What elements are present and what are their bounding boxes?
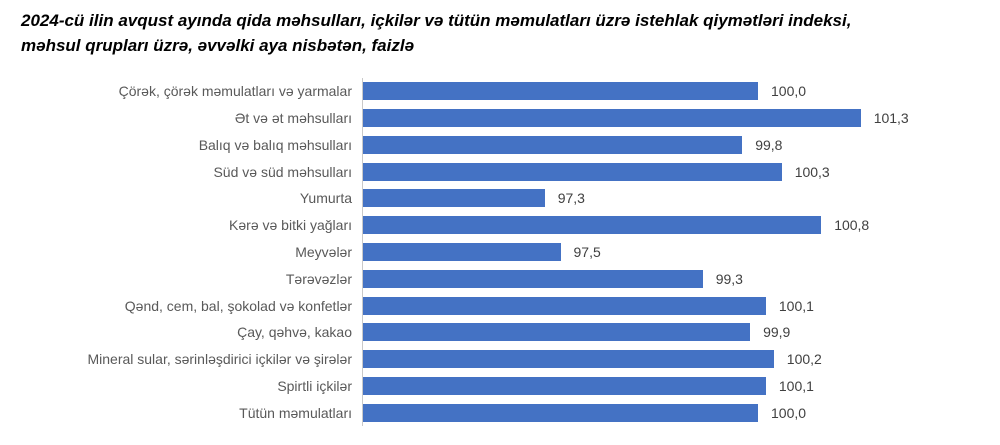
- category-label: Çörək, çörək məmulatları və yarmalar: [118, 83, 352, 100]
- bar: [363, 242, 561, 261]
- value-label: 99,9: [763, 324, 791, 341]
- chart-row: Qənd, cem, bal, şokolad və konfetlər 100…: [0, 292, 995, 319]
- category-label: Tütün məmulatları: [239, 404, 352, 421]
- plot-area: 100,0: [362, 399, 995, 426]
- plot-area: 100,2: [362, 345, 995, 373]
- chart-row: Yumurta 97,3: [0, 185, 995, 212]
- value-label: 100,1: [778, 377, 814, 394]
- category-label: Spirtli içkilər: [277, 377, 352, 394]
- value-label: 100,0: [771, 83, 807, 100]
- bar: [363, 269, 703, 288]
- category-label: Yumurta: [299, 190, 352, 207]
- chart-title: 2024-cü ilin avqust ayında qida məhsulla…: [21, 8, 993, 58]
- plot-area: 100,1: [362, 372, 995, 400]
- bar: [363, 109, 861, 128]
- plot-area: 101,3: [362, 104, 995, 132]
- chart-row: Balıq və balıq məhsulları 99,8: [0, 131, 995, 159]
- bar: [363, 323, 751, 342]
- category-label: Balıq və balıq məhsulları: [198, 136, 352, 153]
- chart-row: Süd və süd məhsulları 100,3: [0, 158, 995, 186]
- category-label: Ət və ət məhsulları: [234, 110, 352, 127]
- chart-row: Tərəvəzlər 99,3: [0, 265, 995, 293]
- bar: [363, 189, 545, 208]
- chart-title-line-1: 2024-cü ilin avqust ayında qida məhsulla…: [21, 11, 852, 30]
- value-label: 99,3: [715, 270, 743, 287]
- chart-row: Çörək, çörək məmulatları və yarmalar 100…: [0, 78, 995, 105]
- category-label: Mineral sular, sərinləşdirici içkilər və…: [87, 351, 352, 368]
- bar: [363, 216, 822, 235]
- plot-area: 99,9: [362, 318, 995, 346]
- bar: [363, 350, 774, 369]
- category-label: Çay, qəhvə, kakao: [237, 324, 352, 341]
- bar: [363, 135, 743, 154]
- chart-row: Ət və ət məhsulları 101,3: [0, 104, 995, 132]
- value-label: 97,3: [557, 190, 585, 207]
- plot-area: 100,8: [362, 211, 995, 239]
- chart-row: Tütün məmulatları 100,0: [0, 399, 995, 426]
- bar: [363, 162, 782, 181]
- value-label: 99,8: [755, 136, 783, 153]
- chart-row: Çay, qəhvə, kakao 99,9: [0, 318, 995, 346]
- value-label: 100,3: [794, 163, 830, 180]
- plot-area: 99,8: [362, 131, 995, 159]
- value-label: 100,2: [786, 351, 822, 368]
- bar: [363, 376, 766, 395]
- plot-area: 100,3: [362, 158, 995, 186]
- bar-chart: Çörək, çörək məmulatları və yarmalar 100…: [0, 78, 995, 426]
- value-label: 101,3: [873, 110, 909, 127]
- category-label: Tərəvəzlər: [285, 270, 352, 287]
- category-label: Süd və süd məhsulları: [213, 163, 352, 180]
- category-label: Meyvələr: [295, 243, 352, 260]
- chart-row: Meyvələr 97,5: [0, 238, 995, 266]
- category-label: Qənd, cem, bal, şokolad və konfetlər: [124, 297, 352, 314]
- bar: [363, 403, 758, 422]
- value-label: 100,8: [834, 217, 870, 234]
- chart-row: Kərə və bitki yağları 100,8: [0, 211, 995, 239]
- plot-area: 100,1: [362, 292, 995, 319]
- chart-row: Mineral sular, sərinləşdirici içkilər və…: [0, 345, 995, 373]
- category-label: Kərə və bitki yağları: [229, 217, 352, 234]
- plot-area: 100,0: [362, 78, 995, 105]
- bar: [363, 82, 758, 101]
- plot-area: 97,5: [362, 238, 995, 266]
- chart-row: Spirtli içkilər 100,1: [0, 372, 995, 400]
- plot-area: 99,3: [362, 265, 995, 293]
- value-label: 97,5: [573, 243, 601, 260]
- plot-area: 97,3: [362, 185, 995, 212]
- value-label: 100,0: [771, 404, 807, 421]
- value-label: 100,1: [778, 297, 814, 314]
- bar: [363, 296, 766, 315]
- chart-title-line-2: məhsul qrupları üzrə, əvvəlki aya nisbət…: [21, 36, 415, 55]
